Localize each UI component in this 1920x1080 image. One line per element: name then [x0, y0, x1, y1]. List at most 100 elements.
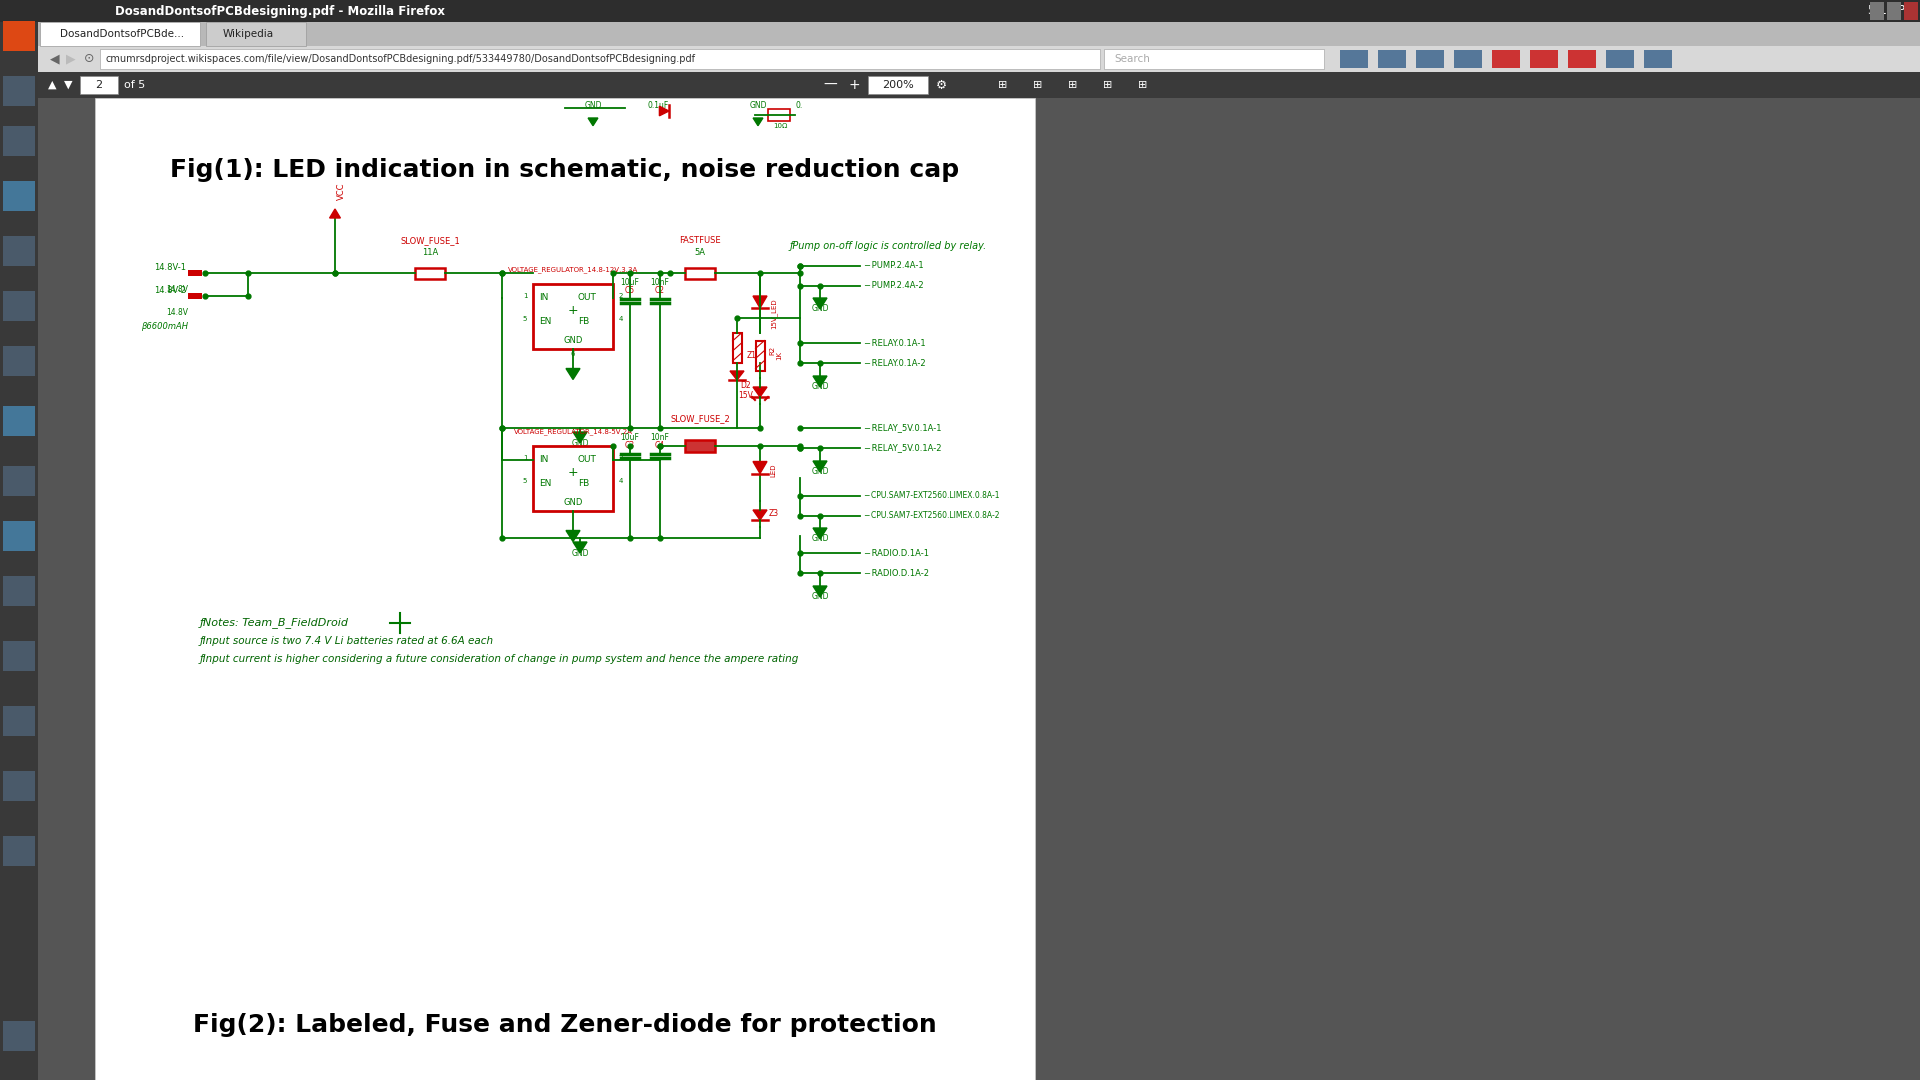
Bar [1492, 50, 1521, 68]
Text: ▼: ▼ [63, 80, 73, 90]
Bar [4, 1021, 35, 1051]
Text: 15V: 15V [739, 391, 753, 400]
Bar [685, 268, 714, 279]
Text: GND: GND [749, 102, 766, 110]
Text: ⊞: ⊞ [1068, 80, 1077, 90]
Polygon shape [753, 510, 766, 519]
Text: ─ PUMP.2.4A-1: ─ PUMP.2.4A-1 [864, 261, 924, 270]
Text: 2: 2 [618, 293, 624, 299]
Text: VOLTAGE_REGULATOR_14.8-5V,2A: VOLTAGE_REGULATOR_14.8-5V,2A [513, 429, 632, 435]
Text: 10uF: 10uF [620, 278, 639, 287]
Text: EN: EN [540, 316, 551, 325]
Polygon shape [753, 118, 762, 125]
Bar [4, 181, 35, 211]
Text: ⊞: ⊞ [1033, 80, 1043, 90]
Text: FB: FB [578, 478, 589, 487]
Text: SLOW_FUSE_2: SLOW_FUSE_2 [670, 414, 730, 423]
Text: 2: 2 [618, 455, 624, 461]
Bar [94, 98, 1035, 1080]
Text: GND: GND [812, 592, 829, 600]
Text: IN: IN [540, 294, 549, 302]
Polygon shape [753, 387, 766, 397]
Text: FB: FB [578, 316, 589, 325]
Bar [188, 270, 202, 276]
Text: 2: 2 [96, 80, 102, 90]
Text: GND: GND [812, 467, 829, 476]
Bar [4, 126, 35, 156]
Text: ─ RELAY_5V.0.1A-1: ─ RELAY_5V.0.1A-1 [864, 423, 941, 432]
Text: 0.: 0. [797, 102, 803, 110]
Text: 15V_LED: 15V_LED [770, 298, 778, 328]
Text: 11A: 11A [422, 248, 438, 257]
Polygon shape [753, 296, 766, 308]
Bar [1887, 2, 1901, 21]
Text: 1: 1 [522, 455, 528, 461]
Text: 0.1uF: 0.1uF [649, 102, 670, 110]
Bar [38, 46, 1920, 72]
Text: Fig(1): LED indication in schematic, noise reduction cap: Fig(1): LED indication in schematic, noi… [171, 158, 960, 183]
Bar [1417, 50, 1444, 68]
Bar [1340, 50, 1367, 68]
Polygon shape [812, 461, 828, 472]
Text: GND: GND [812, 534, 829, 543]
Bar [4, 465, 35, 496]
Text: 10nF: 10nF [651, 433, 670, 442]
Bar [1379, 50, 1405, 68]
Text: GND: GND [563, 336, 582, 345]
Bar [0, 22, 38, 1080]
Text: 10Ω: 10Ω [774, 123, 787, 129]
Bar [0, 0, 1920, 22]
Bar [733, 333, 741, 363]
Bar [868, 76, 927, 94]
Bar [4, 21, 35, 51]
Bar [188, 293, 202, 299]
Bar [4, 291, 35, 321]
Text: ƒInput source is two 7.4 V Li batteries rated at 6.6A each: ƒInput source is two 7.4 V Li batteries … [200, 636, 493, 646]
Text: 14.8V-2: 14.8V-2 [154, 286, 186, 295]
Text: β6600mAH: β6600mAH [140, 322, 188, 330]
Text: 10uF: 10uF [620, 433, 639, 442]
Bar [4, 237, 35, 266]
Text: VOLTAGE_REGULATOR_14.8-12V,3.3A: VOLTAGE_REGULATOR_14.8-12V,3.3A [509, 267, 637, 273]
Text: FASTFUSE: FASTFUSE [680, 237, 720, 245]
Bar [4, 576, 35, 606]
Text: ─ RADIO.D.1A-2: ─ RADIO.D.1A-2 [864, 568, 929, 578]
Text: ─ RELAY.0.1A-1: ─ RELAY.0.1A-1 [864, 338, 925, 348]
Bar [1453, 50, 1482, 68]
Bar [4, 346, 35, 376]
Text: GND: GND [812, 382, 829, 391]
Text: 14.8V-1: 14.8V-1 [154, 264, 186, 272]
Text: Fig(2): Labeled, Fuse and Zener-diode for protection: Fig(2): Labeled, Fuse and Zener-diode fo… [194, 1013, 937, 1037]
Text: ⊞: ⊞ [998, 80, 1008, 90]
Bar [4, 642, 35, 671]
Text: DosandDontsofPCBde...: DosandDontsofPCBde... [60, 29, 184, 39]
Text: 5A: 5A [695, 248, 705, 257]
Text: ◀: ◀ [50, 53, 60, 66]
Bar [1870, 2, 1884, 21]
Text: 5:14 PM: 5:14 PM [1868, 4, 1914, 17]
Text: OUT: OUT [578, 456, 597, 464]
Polygon shape [566, 530, 580, 541]
Text: C2: C2 [655, 286, 664, 295]
Text: ─ CPU.SAM7-EXT2560.LIMEX.0.8A-1: ─ CPU.SAM7-EXT2560.LIMEX.0.8A-1 [864, 491, 1000, 500]
Polygon shape [812, 376, 828, 387]
Text: 14.8V: 14.8V [165, 285, 188, 294]
Bar [4, 771, 35, 801]
Text: ⊞: ⊞ [1102, 80, 1112, 90]
Text: LED: LED [770, 463, 776, 477]
Text: cmumrsdproject.wikispaces.com/file/view/DosandDontsofPCBdesigning.pdf/533449780/: cmumrsdproject.wikispaces.com/file/view/… [106, 54, 695, 64]
Text: +: + [568, 467, 578, 480]
Text: IN: IN [540, 456, 549, 464]
Text: 1K: 1K [776, 351, 781, 360]
Text: GND: GND [563, 498, 582, 507]
Bar [4, 706, 35, 735]
Text: ─ RELAY_5V.0.1A-2: ─ RELAY_5V.0.1A-2 [864, 444, 941, 453]
Bar [534, 283, 612, 349]
Text: ƒNotes: Team_B_FieldDroid: ƒNotes: Team_B_FieldDroid [200, 618, 349, 629]
Text: Wikipedia: Wikipedia [223, 29, 275, 39]
Text: C5: C5 [624, 286, 636, 295]
Bar [534, 445, 612, 511]
Text: ⊞: ⊞ [1139, 80, 1148, 90]
Text: ƒInput current is higher considering a future consideration of change in pump sy: ƒInput current is higher considering a f… [200, 654, 799, 664]
Bar [685, 440, 714, 453]
